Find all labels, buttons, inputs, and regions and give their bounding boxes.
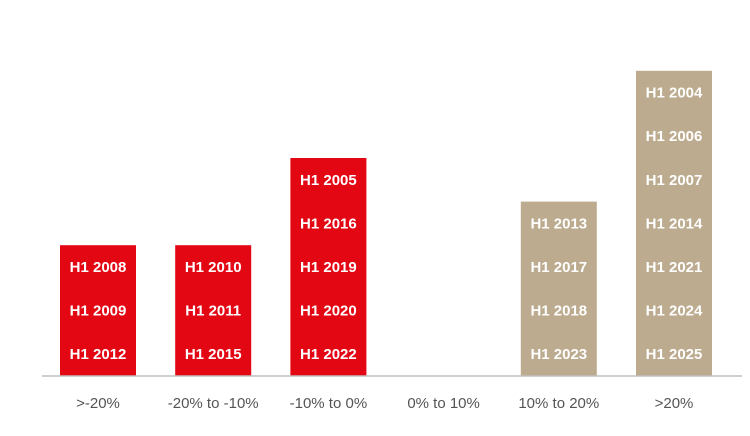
x-tick-label: -20% to -10% <box>168 395 259 412</box>
bar-item-label: H1 2016 <box>300 215 357 232</box>
bar-item-label: H1 2018 <box>530 303 587 320</box>
bar-item-label: H1 2013 <box>530 215 587 232</box>
bar-item-label: H1 2017 <box>530 259 587 276</box>
bar-item-label: H1 2020 <box>300 303 357 320</box>
bar-5 <box>636 70 712 377</box>
bar-item-label: H1 2004 <box>646 85 703 102</box>
bar-0 <box>60 245 136 376</box>
bar-item-label: H1 2024 <box>646 303 703 320</box>
bar-1 <box>175 245 252 376</box>
bar-item-label: H1 2025 <box>646 346 703 363</box>
x-tick-label: >-20% <box>76 395 120 412</box>
bar-2 <box>290 158 367 376</box>
bar-item-label: H1 2019 <box>300 259 357 276</box>
bar-item-label: H1 2011 <box>185 303 241 320</box>
bar-4 <box>520 201 597 376</box>
bar-item-label: H1 2022 <box>300 346 357 363</box>
bar-item-label: H1 2006 <box>646 128 703 145</box>
bar-item-label: H1 2009 <box>70 303 127 320</box>
bar-item-label: H1 2010 <box>185 259 242 276</box>
bar-item-label: H1 2014 <box>646 215 703 232</box>
bar-item-label: H1 2021 <box>646 259 703 276</box>
x-tick-label: 0% to 10% <box>407 395 480 412</box>
bar-item-label: H1 2005 <box>300 172 357 189</box>
bars-group: H1 2012 H1 2009 H1 2008 H1 2015 H1 2011 H1 20… <box>60 70 712 377</box>
bar-item-label: H1 2023 <box>530 346 587 363</box>
bar-item-label: H1 2012 <box>70 346 127 363</box>
bar-item-label: H1 2007 <box>646 172 703 189</box>
x-tick-label: 10% to 20% <box>518 395 599 412</box>
x-tick-label: -10% to 0% <box>290 395 368 412</box>
x-tick-labels: >-20% -20% to -10% -10% to 0% 0% to 10% 10% … <box>76 395 693 412</box>
bar-item-label: H1 2008 <box>70 259 127 276</box>
x-tick-label: >20% <box>655 395 694 412</box>
bar-item-label: H1 2015 <box>185 346 242 363</box>
